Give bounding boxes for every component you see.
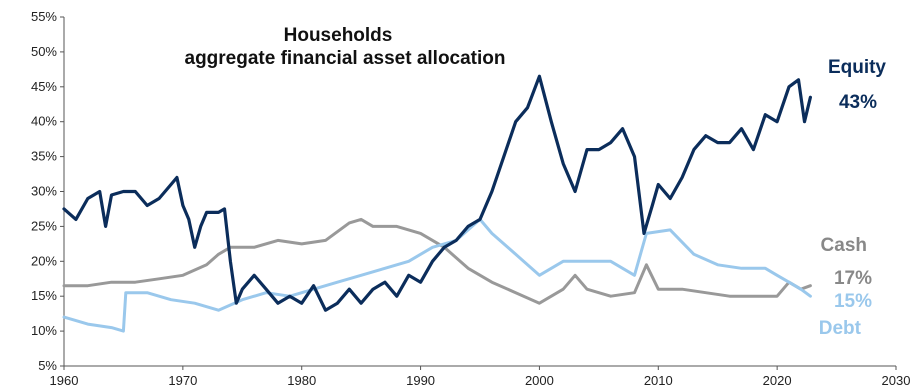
- x-tick-label: 1960: [50, 373, 79, 388]
- plot-area: 5% 10% 15% 20% 25% 30% 35% 40% 45% 50% 55% 1960 197…: [31, 9, 910, 388]
- y-tick-label: 50%: [31, 44, 57, 59]
- chart-subtitle: aggregate financial asset allocation: [185, 48, 506, 69]
- y-tick-label: 45%: [31, 79, 57, 94]
- cash-end-label: 17%: [834, 268, 872, 289]
- equity-end-label: 43%: [839, 92, 877, 113]
- y-tick-label: 5%: [38, 358, 57, 373]
- equity-series-name: Equity: [828, 57, 886, 78]
- y-tick-label: 40%: [31, 114, 57, 129]
- y-tick-label: 15%: [31, 288, 57, 303]
- equity-series-line: [62, 74, 812, 312]
- y-axis-ticks: 5% 10% 15% 20% 25% 30% 35% 40% 45% 50% 55%: [31, 9, 64, 373]
- x-tick-label: 1970: [168, 373, 197, 388]
- x-tick-label: 1980: [287, 373, 316, 388]
- x-tick-label: 2000: [525, 373, 554, 388]
- cash-series-name: Cash: [821, 235, 867, 256]
- y-tick-label: 10%: [31, 323, 57, 338]
- y-tick-label: 20%: [31, 253, 57, 268]
- x-tick-label: 2020: [763, 373, 792, 388]
- debt-end-label: 15%: [834, 291, 872, 312]
- debt-series-name: Debt: [819, 318, 862, 339]
- x-tick-label: 1990: [406, 373, 435, 388]
- series-lines: [62, 74, 812, 333]
- y-tick-label: 30%: [31, 184, 57, 199]
- chart-title: Households: [284, 25, 393, 46]
- y-tick-label: 35%: [31, 149, 57, 164]
- y-tick-label: 55%: [31, 9, 57, 24]
- x-axis-ticks: 1960 1970 1980 1990 2000 2010 2020 2030: [50, 366, 911, 388]
- y-tick-label: 25%: [31, 218, 57, 233]
- x-tick-label: 2030: [882, 373, 911, 388]
- cash-series-line: [62, 217, 812, 305]
- x-tick-label: 2010: [644, 373, 673, 388]
